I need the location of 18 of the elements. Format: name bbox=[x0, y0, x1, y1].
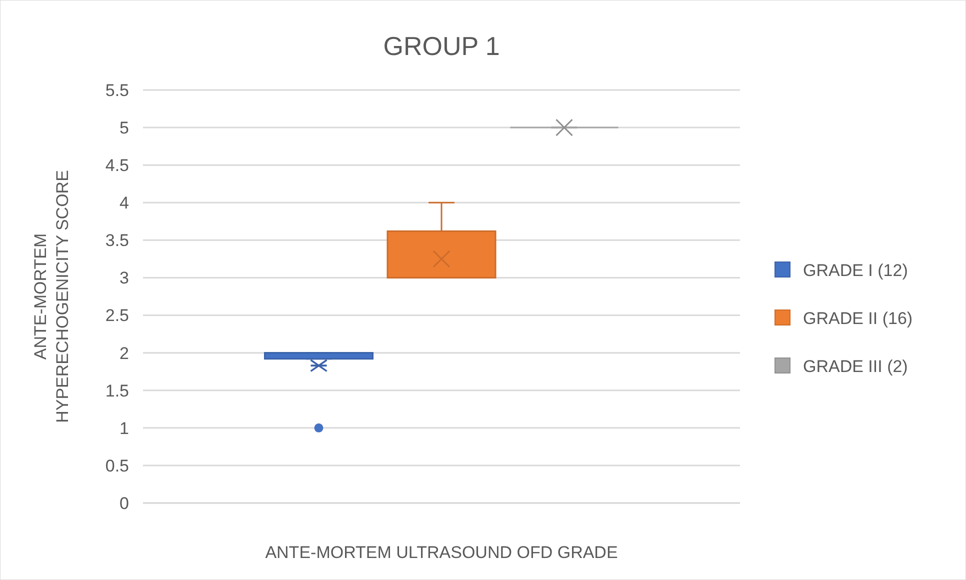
x-axis-title: ANTE-MORTEM ULTRASOUND OFD GRADE bbox=[265, 543, 618, 562]
chart-title: GROUP 1 bbox=[383, 31, 500, 61]
legend-label: GRADE III (2) bbox=[803, 356, 908, 376]
y-tick-label: 0 bbox=[120, 494, 129, 513]
y-tick-label: 5 bbox=[120, 118, 129, 138]
y-tick-label: 4.5 bbox=[105, 156, 129, 176]
y-tick-label: 2.5 bbox=[105, 306, 129, 326]
y-tick-label: 5.5 bbox=[105, 80, 129, 100]
legend-label: GRADE I (12) bbox=[803, 260, 908, 280]
y-tick-label: 1.5 bbox=[105, 381, 129, 400]
y-tick-label: 1 bbox=[120, 418, 129, 438]
y-axis-title: ANTE-MORTEM HYPERECHOGENICITY SCORE bbox=[31, 170, 72, 423]
y-tick-label: 2 bbox=[120, 344, 129, 363]
y-tick-label: 3.5 bbox=[105, 231, 129, 250]
y-tick-label: 4 bbox=[120, 194, 129, 213]
legend-label: GRADE II (16) bbox=[803, 308, 913, 328]
y-tick-label: 3 bbox=[120, 268, 129, 288]
y-tick-label: 0.5 bbox=[105, 456, 129, 476]
